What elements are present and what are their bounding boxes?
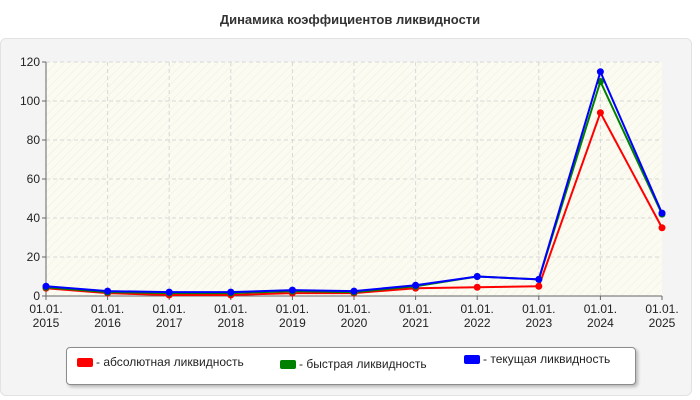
legend-item-absolute[interactable]: - абсолютная ликвидность bbox=[77, 355, 244, 369]
x-tick-label: 01.01. 2018 bbox=[214, 302, 247, 330]
x-tick-label: 01.01. 2020 bbox=[337, 302, 370, 330]
x-tick-label: 01.01. 2015 bbox=[29, 302, 62, 330]
legend-swatch-green bbox=[280, 359, 296, 369]
data-point[interactable] bbox=[535, 282, 543, 290]
data-point[interactable] bbox=[104, 287, 112, 295]
legend-swatch-blue bbox=[464, 354, 480, 364]
y-tick-label: 60 bbox=[27, 172, 41, 186]
data-point[interactable] bbox=[227, 288, 235, 296]
x-tick-label: 01.01. 2019 bbox=[276, 302, 309, 330]
data-point[interactable] bbox=[596, 109, 604, 117]
legend-label: - быстрая ликвидность bbox=[299, 357, 427, 371]
legend-label: - текущая ликвидность bbox=[483, 352, 611, 366]
x-tick-label: 01.01. 2021 bbox=[399, 302, 432, 330]
x-tick-label: 01.01. 2017 bbox=[153, 302, 186, 330]
data-point[interactable] bbox=[658, 209, 666, 217]
data-point[interactable] bbox=[42, 282, 50, 290]
x-tick-label: 01.01. 2024 bbox=[584, 302, 617, 330]
data-point[interactable] bbox=[658, 224, 666, 232]
data-point[interactable] bbox=[473, 273, 481, 280]
series-group bbox=[42, 68, 666, 299]
x-axis-ticks: 01.01. 2015 01.01. 2016 01.01. 2017 01.01. 2018… bbox=[29, 296, 679, 330]
y-tick-label: 0 bbox=[33, 289, 40, 303]
x-tick-label: 01.01. 2023 bbox=[522, 302, 555, 330]
chart-title: Динамика коэффициентов ликвидности bbox=[219, 12, 481, 27]
data-point[interactable] bbox=[412, 281, 420, 289]
x-tick-label: 01.01. 2022 bbox=[461, 302, 494, 330]
legend-swatch-red bbox=[77, 357, 93, 367]
data-point[interactable] bbox=[350, 287, 358, 295]
legend-label: - абсолютная ликвидность bbox=[96, 355, 244, 369]
legend: - абсолютная ликвидность - быстрая ликви… bbox=[66, 347, 636, 385]
x-tick-label: 01.01. 2025 bbox=[645, 302, 678, 330]
y-tick-label: 100 bbox=[20, 94, 40, 108]
data-point[interactable] bbox=[535, 275, 543, 283]
y-tick-label: 80 bbox=[27, 133, 41, 147]
data-point[interactable] bbox=[288, 286, 296, 294]
grid-lines bbox=[46, 61, 662, 296]
y-tick-label: 120 bbox=[20, 55, 40, 69]
legend-item-quick[interactable]: - быстрая ликвидность bbox=[280, 357, 427, 371]
data-point[interactable] bbox=[165, 288, 173, 296]
y-tick-label: 20 bbox=[27, 250, 41, 264]
y-axis-ticks: 0 20 40 60 80 100 120 bbox=[20, 55, 46, 303]
legend-item-current[interactable]: - текущая ликвидность bbox=[464, 352, 610, 366]
x-tick-label: 01.01. 2016 bbox=[91, 302, 124, 330]
data-point[interactable] bbox=[473, 283, 481, 291]
y-tick-label: 40 bbox=[27, 211, 41, 225]
data-point[interactable] bbox=[596, 68, 604, 76]
